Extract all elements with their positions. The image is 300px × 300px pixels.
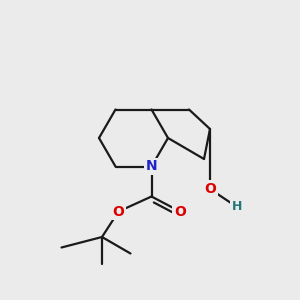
Text: O: O [112, 205, 124, 218]
Text: N: N [146, 160, 157, 173]
Text: O: O [204, 182, 216, 196]
Text: H: H [232, 200, 242, 214]
Text: O: O [174, 205, 186, 218]
